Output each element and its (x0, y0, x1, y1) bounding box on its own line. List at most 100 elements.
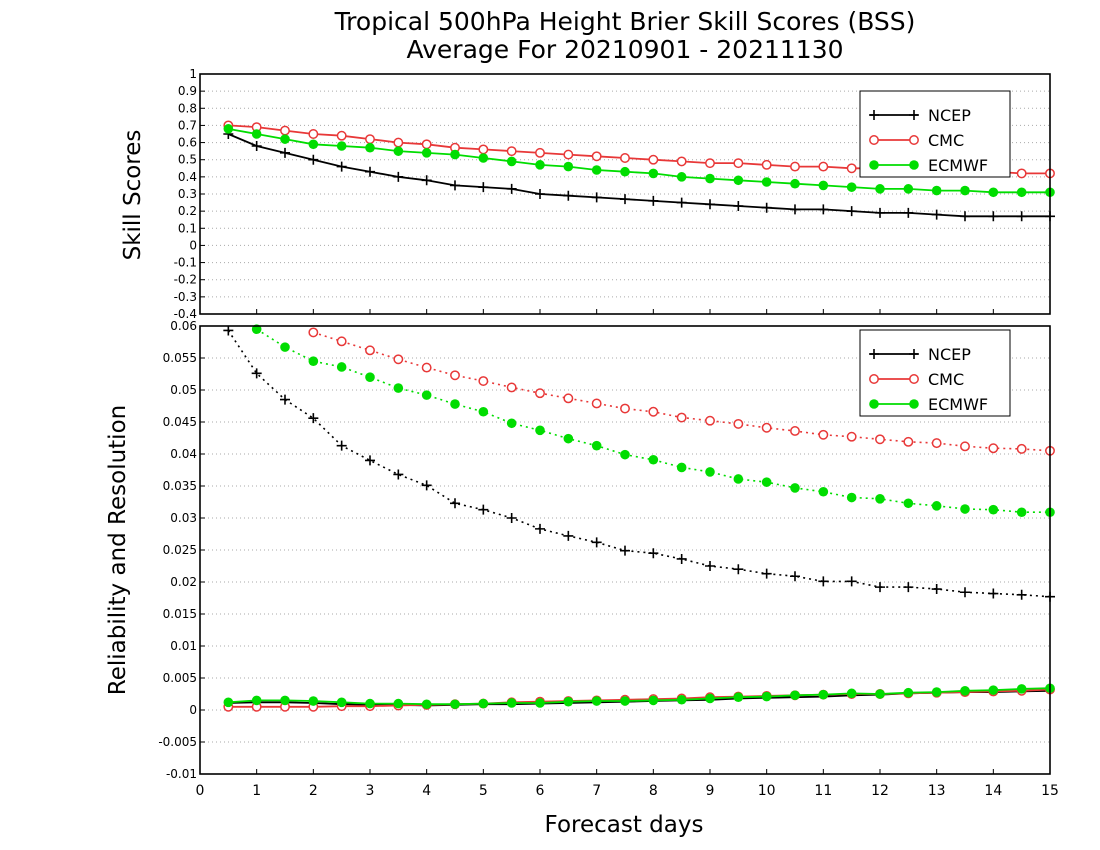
top-ncep-point (988, 211, 999, 222)
bottom-y-tick-label: 0.035 (163, 479, 197, 493)
top-cmc-point (648, 154, 659, 165)
bottom-ncep-point (818, 576, 829, 587)
bottom-cmc-point (450, 370, 460, 381)
top-ecmwf-point (733, 175, 744, 186)
top-legend-marker-cmc (909, 135, 919, 145)
bottom-cmc-point (393, 354, 404, 365)
bottom-ncep-point (280, 394, 290, 405)
bottom-legend-label-cmc: CMC (928, 370, 964, 389)
bottom-ecmwf-point (421, 390, 432, 400)
bottom-ecmwf-point (620, 449, 630, 460)
bottom-ecmwf-point (506, 418, 517, 429)
bottom-ncep-point (790, 571, 800, 582)
top-ecmwf-point (790, 178, 800, 189)
top-y-tick-label: -0.2 (174, 273, 197, 287)
bottom-ecmwf-point (733, 692, 744, 702)
bottom-ncep-point (563, 530, 574, 541)
top-y-tick-label: 0.9 (178, 84, 197, 98)
top-legend-label-ncep: NCEP (928, 106, 971, 125)
top-cmc-point (506, 146, 517, 157)
top-ncep-point (421, 175, 432, 186)
top-y-tick-label: 0.5 (178, 153, 197, 167)
bottom-cmc-point (705, 415, 715, 426)
bottom-legend-label-ecmwf: ECMWF (928, 395, 988, 414)
bottom-x-tick-label: 6 (536, 783, 545, 799)
bottom-y-tick-label: 0.055 (163, 351, 197, 365)
top-ecmwf-point (223, 124, 234, 134)
top-ncep-point (648, 195, 659, 206)
top-cmc-point (308, 129, 319, 139)
bottom-ecmwf-point (591, 696, 602, 706)
bottom-ecmwf-point (790, 690, 800, 701)
bottom-ecmwf-point (988, 685, 999, 695)
top-ecmwf-point (365, 142, 375, 153)
bottom-x-tick-label: 7 (592, 783, 601, 799)
bottom-cmc-point (478, 376, 489, 386)
bottom-y-tick-label: -0.01 (166, 767, 197, 781)
top-y-tick-label: 0.8 (178, 101, 197, 115)
top-cmc-point (846, 163, 857, 174)
bottom-cmc-point (761, 422, 772, 433)
bottom-ecmwf-point (648, 695, 659, 706)
top-ecmwf-point (591, 165, 602, 175)
top-ncep-point (761, 202, 772, 213)
bottom-legend-label-ncep: NCEP (928, 345, 971, 364)
top-legend-label-cmc: CMC (928, 131, 964, 150)
bottom-legend-box (859, 329, 1011, 417)
top-ecmwf-point (1016, 187, 1027, 198)
top-ncep-point (478, 182, 489, 193)
top-y-tick-label: 1 (189, 67, 197, 81)
top-cmc-point (676, 156, 687, 167)
top-ncep-point (620, 194, 630, 205)
bottom-x-tick-label: 15 (1041, 783, 1059, 799)
bottom-ecmwf-point (648, 454, 659, 465)
bottom-ecmwf-point (846, 492, 857, 503)
top-y-tick-label: 0.7 (178, 118, 197, 132)
top-cmc-point (761, 159, 772, 170)
bottom-series-ecmwf-solid (223, 683, 1055, 710)
bottom-ncep-point (875, 582, 885, 593)
bottom-y-axis-label: Reliability and Resolution (105, 405, 131, 695)
bottom-ecmwf-point (450, 399, 460, 409)
bottom-ecmwf-point (903, 498, 914, 509)
bottom-cmc-point (988, 443, 999, 454)
top-ncep-point (960, 211, 970, 222)
top-ncep-point (336, 161, 347, 172)
top-ecmwf-point (620, 166, 630, 177)
top-ecmwf-point (875, 184, 885, 194)
top-legend-label-ecmwf: ECMWF (928, 156, 988, 175)
top-ecmwf-point (988, 187, 999, 198)
bottom-cmc-point (563, 393, 574, 404)
bottom-x-tick-label: 5 (479, 783, 488, 799)
top-y-tick-label: 0.6 (178, 136, 197, 150)
top-cmc-point (535, 147, 545, 158)
bottom-cmc-point (365, 345, 375, 356)
bottom-ecmwf-point (535, 425, 545, 436)
top-ecmwf-point (336, 141, 347, 151)
top-legend-marker-ncep (869, 110, 879, 120)
bottom-cmc-point (506, 382, 517, 393)
bottom-ecmwf-point (280, 695, 290, 706)
top-ecmwf-point (846, 182, 857, 192)
bottom-cmc-point (903, 436, 914, 447)
bottom-frame (199, 325, 1051, 775)
bottom-y-tick-label: 0.045 (163, 415, 197, 429)
top-ecmwf-point (960, 185, 970, 196)
bottom-cmc-point (1016, 443, 1027, 454)
bottom-legend-marker-ecmwf (909, 399, 919, 409)
top-ncep-point (818, 204, 829, 215)
x-axis-label: Forecast days (545, 812, 704, 838)
bottom-ncep-point (1016, 589, 1027, 600)
bottom-y-tick-label: 0.025 (163, 543, 197, 557)
top-y-tick-label: 0 (189, 238, 197, 252)
top-legend-marker-cmc (869, 135, 879, 145)
bottom-ncep-line (227, 330, 1051, 598)
bottom-y-tick-label: 0.05 (170, 383, 197, 397)
top-ncep-point (790, 204, 800, 215)
bottom-legend: NCEP CMC ECMWF (859, 329, 1011, 417)
top-ecmwf-point (818, 180, 829, 191)
top-plot-area: 1 0.9 0.8 0.7 0.6 0.5 0.4 0.3 0.2 0.1 0 -0.1 -0.2 -0.… (174, 67, 1055, 321)
bottom-legend-marker-ncep (909, 349, 919, 359)
bottom-ecmwf-point (620, 696, 630, 706)
bottom-series-cmc-solid (223, 684, 1055, 712)
